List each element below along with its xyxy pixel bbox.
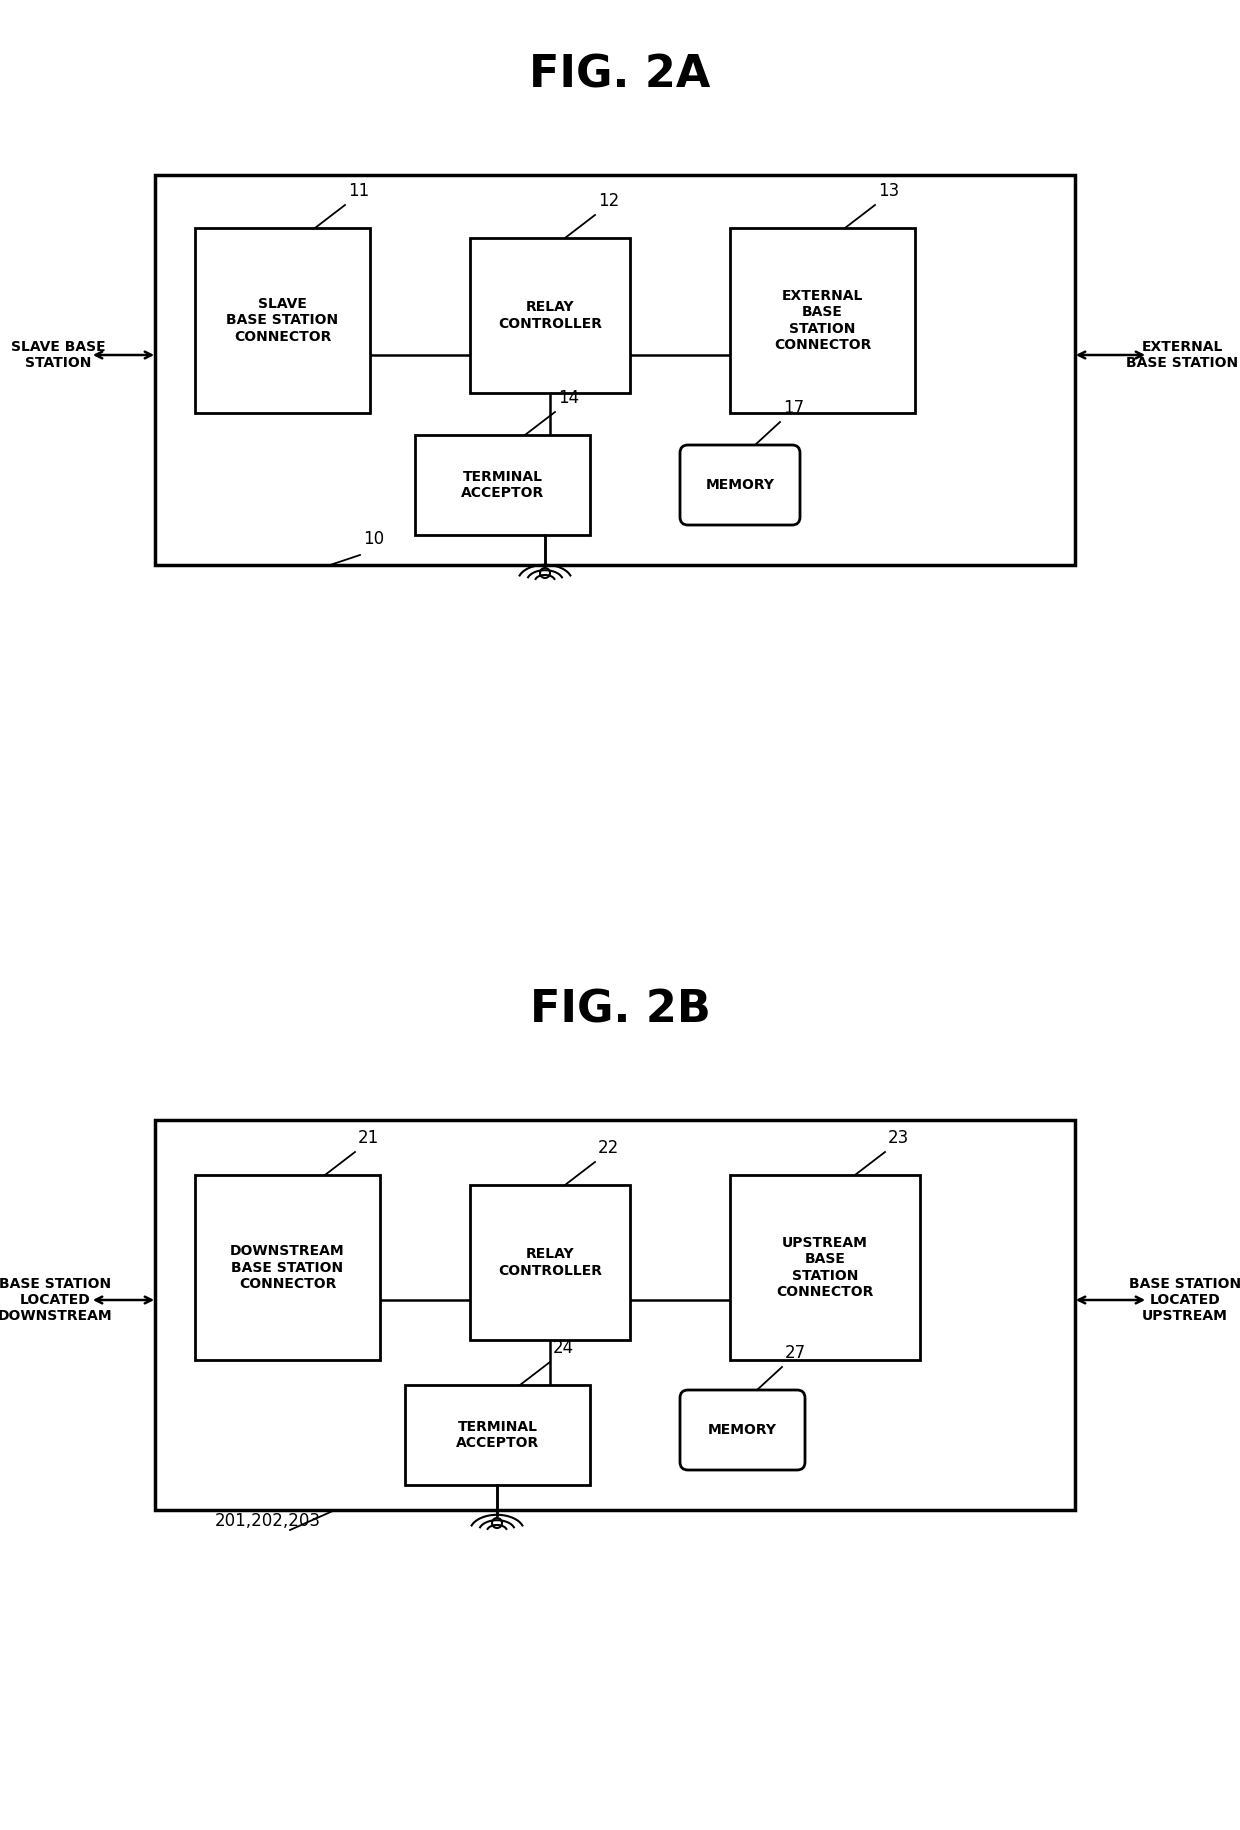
Text: 22: 22 [598, 1138, 619, 1157]
Text: 17: 17 [782, 399, 804, 417]
Text: MEMORY: MEMORY [706, 478, 775, 492]
Text: RELAY
CONTROLLER: RELAY CONTROLLER [498, 300, 601, 331]
Text: 201,202,203: 201,202,203 [215, 1512, 321, 1530]
Bar [155, 1120, 1075, 1510]
Text: 13: 13 [878, 181, 899, 199]
Bar [195, 229, 370, 414]
Text: 27: 27 [785, 1343, 806, 1362]
Text: DOWNSTREAM
BASE STATION
CONNECTOR: DOWNSTREAM BASE STATION CONNECTOR [231, 1244, 345, 1290]
Text: RELAY
CONTROLLER: RELAY CONTROLLER [498, 1248, 601, 1277]
Text: UPSTREAM
BASE
STATION
CONNECTOR: UPSTREAM BASE STATION CONNECTOR [776, 1237, 874, 1299]
Bar [470, 1186, 630, 1340]
Text: 11: 11 [348, 181, 370, 199]
FancyBboxPatch shape [680, 445, 800, 525]
Text: BASE STATION
LOCATED
DOWNSTREAM: BASE STATION LOCATED DOWNSTREAM [0, 1277, 113, 1323]
Bar [730, 1175, 920, 1360]
Text: SLAVE BASE
STATION: SLAVE BASE STATION [11, 340, 105, 370]
Text: FIG. 2A: FIG. 2A [529, 53, 711, 97]
Text: FIG. 2B: FIG. 2B [529, 988, 711, 1032]
Bar [415, 436, 590, 534]
Text: EXTERNAL
BASE STATION: EXTERNAL BASE STATION [1126, 340, 1238, 370]
Bar [470, 238, 630, 393]
Text: MEMORY: MEMORY [708, 1424, 777, 1437]
Text: 24: 24 [553, 1340, 574, 1358]
Text: 10: 10 [363, 531, 384, 547]
Text: TERMINAL
ACCEPTOR: TERMINAL ACCEPTOR [461, 470, 544, 500]
Text: BASE STATION
LOCATED
UPSTREAM: BASE STATION LOCATED UPSTREAM [1128, 1277, 1240, 1323]
FancyBboxPatch shape [680, 1391, 805, 1469]
Text: 21: 21 [358, 1129, 379, 1147]
Text: 12: 12 [598, 192, 619, 210]
Text: SLAVE
BASE STATION
CONNECTOR: SLAVE BASE STATION CONNECTOR [227, 296, 339, 344]
Bar [195, 1175, 379, 1360]
Text: EXTERNAL
BASE
STATION
CONNECTOR: EXTERNAL BASE STATION CONNECTOR [774, 289, 872, 351]
Bar [730, 229, 915, 414]
Text: 23: 23 [888, 1129, 909, 1147]
Bar [155, 176, 1075, 565]
Bar [405, 1385, 590, 1484]
Text: 14: 14 [558, 390, 579, 406]
Text: TERMINAL
ACCEPTOR: TERMINAL ACCEPTOR [456, 1420, 539, 1449]
